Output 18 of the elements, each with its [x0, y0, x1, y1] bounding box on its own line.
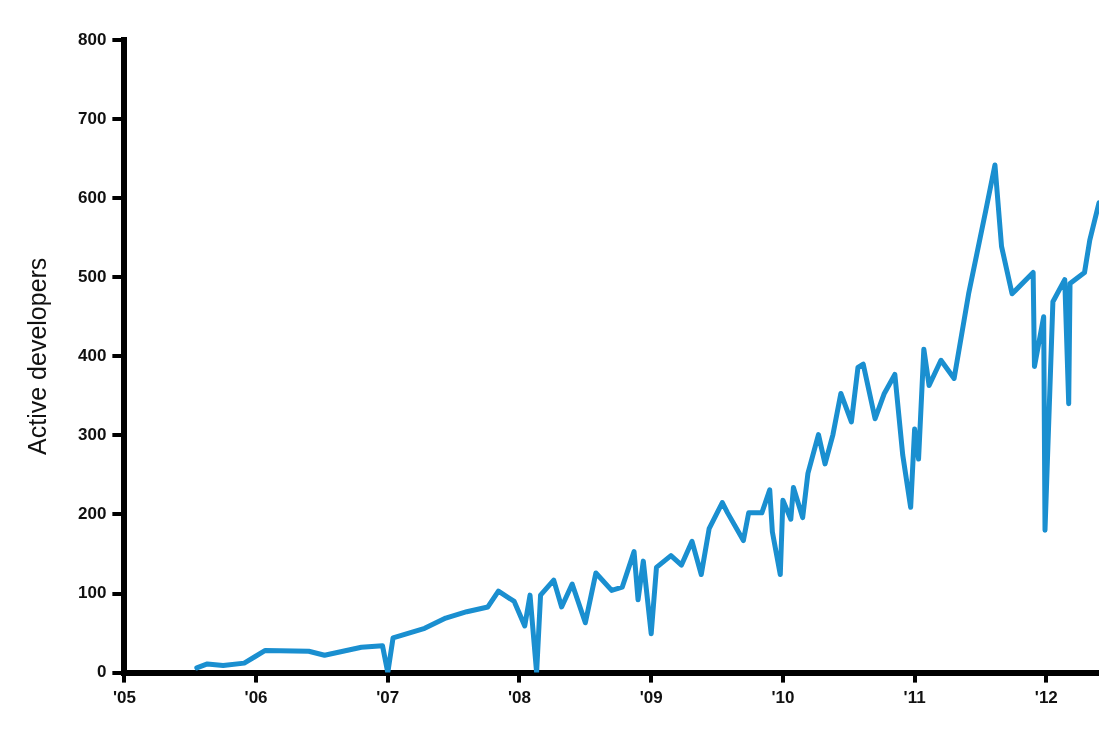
x-tick-label: '12	[1034, 688, 1058, 708]
y-axis-title: Active developers	[22, 257, 51, 455]
x-tick-label: '10	[771, 688, 795, 708]
y-tick-label: 100	[77, 583, 107, 603]
y-tick-label: 400	[77, 345, 107, 365]
y-tick-label: 300	[77, 425, 107, 445]
x-tick-label: '07	[376, 688, 400, 708]
y-tick-label: 700	[77, 108, 107, 128]
y-tick-label: 0	[96, 662, 107, 682]
x-tick-label: '06	[244, 688, 268, 708]
x-tick-label: '11	[903, 688, 926, 708]
y-tick-label: 200	[77, 504, 107, 524]
x-tick-label: '05	[112, 688, 136, 708]
x-tick-label: '08	[508, 688, 531, 708]
y-tick-label: 500	[77, 266, 107, 286]
y-tick-label: 600	[77, 187, 107, 207]
x-tick-label: '09	[639, 688, 663, 708]
y-tick-label: 800	[77, 29, 107, 49]
